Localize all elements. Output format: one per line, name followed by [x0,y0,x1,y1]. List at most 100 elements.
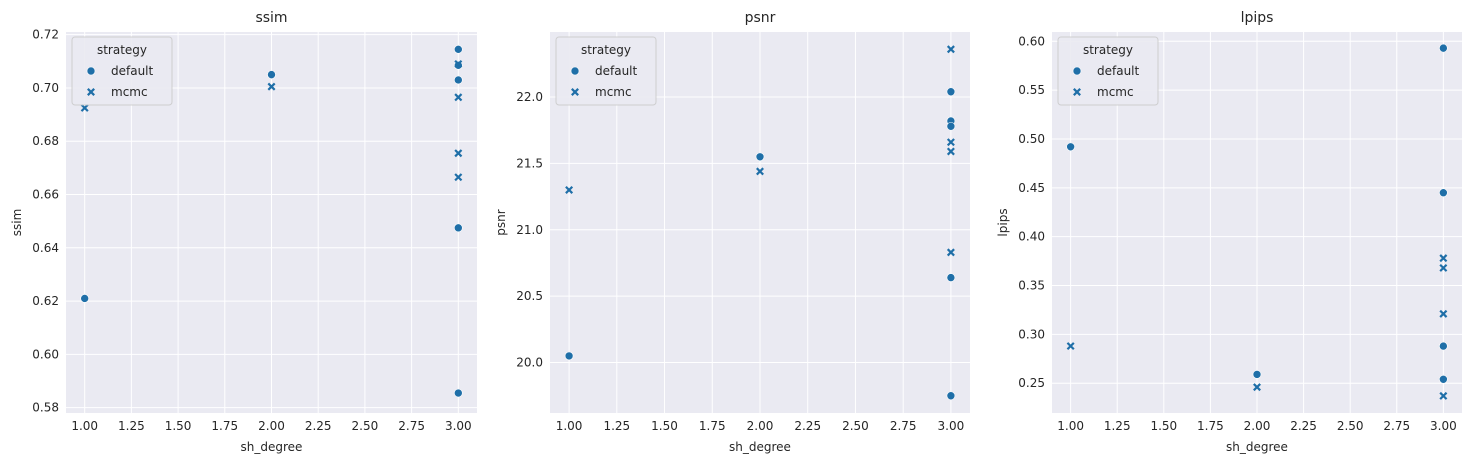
legend-entry: default [1097,64,1140,78]
x-tick-label: 2.50 [842,419,869,433]
data-point-mcmc [1439,254,1448,263]
data-point-default [946,273,956,282]
y-tick-label: 0.55 [1018,83,1045,97]
data-point-mcmc [80,103,89,112]
chart-title: psnr [745,10,776,26]
x-tick-label: 1.25 [1104,419,1131,433]
data-point-default [267,70,276,79]
x-tick-label: 1.00 [71,419,98,433]
data-point-default [454,45,463,54]
legend-title: strategy [97,43,147,57]
y-tick-label: 0.70 [32,81,59,95]
legend-entry: default [595,64,638,78]
data-point-default [454,388,463,398]
data-point-default [1439,341,1448,351]
y-tick-label: 20.5 [516,289,543,303]
legend: strategy default mcmc [555,36,657,106]
data-point-mcmc [946,147,955,156]
data-point-mcmc [454,59,463,68]
y-tick-label: 0.68 [32,134,59,148]
data-point-mcmc [454,173,463,182]
legend-marker-circle [570,66,580,76]
subplot-lpips: 1.00 1.25 1.50 1.75 2.00 2.25 2.50 2.75 3.00 0.25… [996,10,1462,454]
x-tick-label: 2.00 [747,419,774,433]
chart-title: lpips [1241,10,1274,26]
data-point-mcmc [1439,391,1448,400]
x-tick-label: 2.50 [1337,419,1364,433]
series-mcmc [80,59,463,182]
y-tick-label: 0.30 [1018,327,1045,341]
data-point-default [946,87,956,97]
x-tick-label: 1.50 [1150,419,1177,433]
data-point-default [1439,374,1448,384]
data-point-mcmc [1066,342,1075,351]
data-point-mcmc [946,45,955,54]
x-axis-label: sh_degree [241,440,303,454]
data-point-default [755,152,765,162]
x-tick-label: 1.25 [118,419,145,433]
data-point-mcmc [1439,309,1448,318]
legend-marker-x [571,88,579,96]
legend: strategy default mcmc [71,36,173,106]
x-tick-label: 2.75 [1383,419,1410,433]
x-tick-label: 2.25 [305,419,332,433]
data-point-default [1439,43,1448,53]
y-tick-label: 20.0 [516,356,543,370]
legend-marker-circle [86,66,96,76]
series-mcmc [1066,254,1448,400]
data-point-mcmc [565,185,574,194]
x-tick-label: 3.00 [445,419,472,433]
data-point-default [80,294,89,303]
y-tick-label: 0.25 [1018,376,1045,390]
y-tick-label: 22.0 [516,90,543,104]
legend-marker-x [1073,88,1081,96]
x-tick-label: 3.00 [1430,419,1457,433]
legend-frame [71,36,173,106]
legend-title: strategy [581,43,631,57]
x-tick-label: 2.50 [352,419,379,433]
data-point-default [1439,188,1448,198]
legend-entry: mcmc [111,85,148,99]
y-tick-label: 21.5 [516,156,543,170]
x-tick-label: 2.75 [890,419,917,433]
chart-title: ssim [255,10,287,26]
subplot-ssim: 1.00 1.25 1.50 1.75 2.00 2.25 2.50 2.75 3.00 0.58… [10,10,477,454]
data-point-mcmc [946,248,955,257]
y-tick-label: 0.64 [32,241,59,255]
data-point-default [946,121,956,131]
y-tick-label: 0.72 [32,28,59,42]
y-tick-label: 0.45 [1018,181,1045,195]
x-tick-label: 3.00 [938,419,965,433]
data-point-mcmc [267,82,276,91]
data-point-default [454,75,463,85]
x-axis-label: sh_degree [1226,440,1288,454]
data-point-mcmc [756,167,764,176]
legend-entry: default [111,64,154,78]
x-tick-label: 1.75 [699,419,726,433]
series-default [1066,43,1448,384]
legend-entry: mcmc [595,85,632,99]
y-tick-label: 0.40 [1018,230,1045,244]
subplot-psnr: 1.00 1.25 1.50 1.75 2.00 2.25 2.50 2.75 3.00 20.0… [494,10,970,454]
x-tick-label: 2.25 [794,419,821,433]
data-point-default [1252,370,1262,379]
x-tick-label: 2.00 [1244,419,1271,433]
y-axis-label: ssim [10,209,24,237]
data-point-mcmc [1253,383,1261,392]
x-tick-label: 2.00 [258,419,285,433]
y-tick-label: 0.62 [32,294,59,308]
data-point-mcmc [1439,263,1448,272]
legend-entry: mcmc [1097,85,1134,99]
y-tick-label: 0.50 [1018,132,1045,146]
x-axis-label: sh_degree [729,440,791,454]
legend: strategy default mcmc [1057,36,1159,106]
data-point-default [1066,142,1075,152]
y-tick-label: 0.60 [32,347,59,361]
data-point-mcmc [454,93,463,102]
legend-marker-x [87,88,95,96]
x-tick-label: 1.50 [165,419,192,433]
x-tick-label: 1.00 [556,419,583,433]
legend-title: strategy [1083,43,1133,57]
data-point-default [564,351,574,361]
